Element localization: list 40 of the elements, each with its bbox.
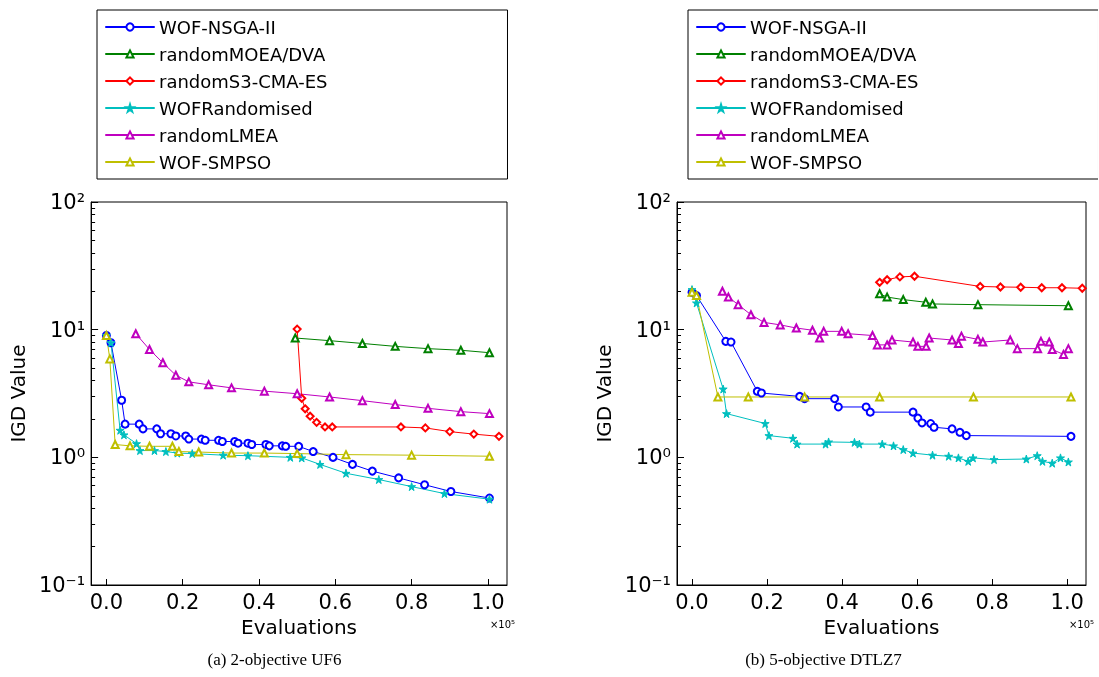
legend-label: WOF-SMPSO	[750, 151, 863, 173]
x-axis-title: Evaluations	[823, 614, 940, 639]
x-tick-label: 0.2	[165, 589, 200, 614]
legend-label: randomS3-CMA-ES	[750, 70, 919, 92]
text: (a) 2-objective UF6	[207, 650, 342, 669]
x-tick-label: 0.4	[242, 589, 276, 614]
text: ×10⁵	[489, 618, 516, 630]
legend-label: WOF-NSGA-II	[159, 16, 276, 38]
y-tick-label: 10⁻¹	[38, 573, 86, 597]
y-tick-label: 10⁰	[635, 445, 671, 470]
y-tick-label: 10¹	[49, 317, 86, 342]
x-tick-label: 0.2	[750, 589, 784, 614]
y-tick-label: 10⁻¹	[624, 573, 671, 597]
legend-label: randomMOEA/DVA	[159, 43, 326, 65]
y-tick-label: 10²	[635, 190, 671, 214]
legend-label: WOF-NSGA-II	[750, 16, 867, 38]
legend-label: WOFRandomised	[750, 97, 904, 119]
x-tick-label: 0.0	[89, 589, 124, 614]
x-tick-label: 0.6	[318, 589, 353, 614]
y-axis-title: IGD Value	[6, 344, 30, 443]
text: ×10⁵	[1068, 618, 1095, 630]
x-tick-label: 0.8	[975, 589, 1009, 614]
y-tick-label: 10¹	[635, 317, 671, 342]
y-axis-title: IGD Value	[591, 344, 616, 443]
text: (b) 5-objective DTLZ7	[745, 650, 903, 669]
legend-label: randomLMEA	[750, 124, 870, 146]
legend-label: randomMOEA/DVA	[750, 43, 917, 65]
x-tick-label: 1.0	[1050, 589, 1084, 614]
x-tick-label: 0.8	[394, 589, 429, 614]
x-axis-title: Evaluations	[241, 614, 358, 639]
x-tick-label: 0.6	[900, 589, 934, 614]
legend-label: WOF-SMPSO	[159, 151, 272, 173]
legend-label: WOFRandomised	[159, 97, 313, 119]
x-tick-label: 0.4	[825, 589, 859, 614]
legend-label: randomLMEA	[159, 124, 279, 146]
y-tick-label: 10⁰	[49, 445, 86, 470]
x-tick-label: 1.0	[471, 589, 505, 614]
y-tick-label: 10²	[49, 190, 86, 214]
x-tick-label: 0.0	[675, 589, 709, 614]
legend-label: randomS3-CMA-ES	[159, 70, 328, 92]
